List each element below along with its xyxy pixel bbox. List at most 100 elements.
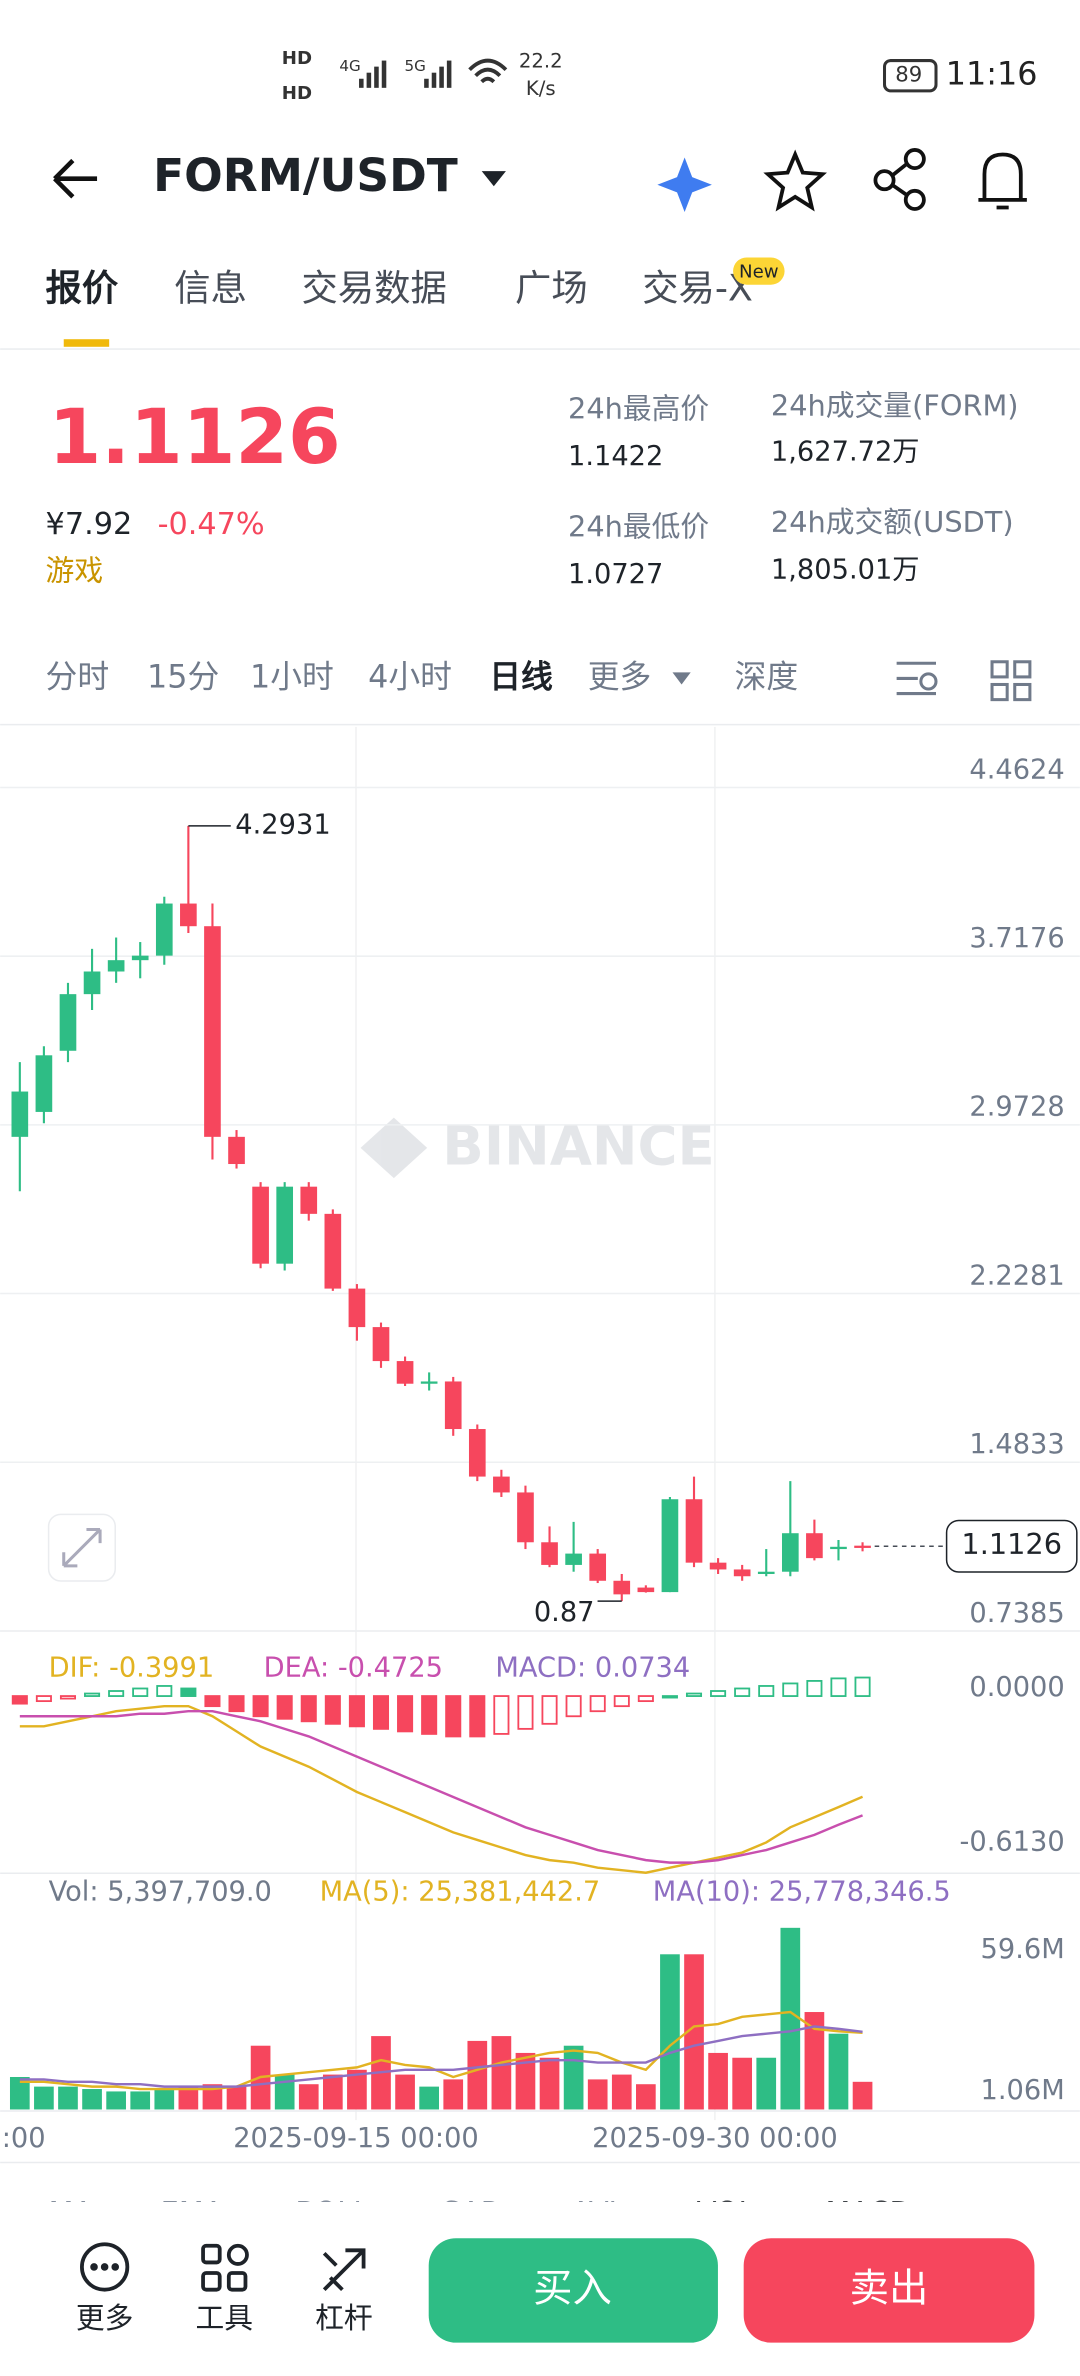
y-tick-label: 0.7385 — [969, 1598, 1064, 1629]
tab-bar: 报价 信息 交易数据 广场 交易-X — [46, 267, 753, 310]
volume-bar — [684, 1954, 704, 2110]
nav-label[interactable]: 杠杆 — [315, 2301, 373, 2335]
candle-body — [613, 1580, 631, 1595]
ma10-line — [19, 2025, 863, 2088]
volume-bar — [563, 2045, 584, 2110]
macd-bar — [204, 1695, 221, 1708]
macd-bar — [782, 1682, 799, 1697]
new-badge: New — [739, 262, 779, 283]
nav-label[interactable]: 工具 — [195, 2301, 253, 2335]
dif-line — [19, 1704, 864, 1874]
volume-bar — [708, 2052, 728, 2110]
macd-bar — [276, 1695, 293, 1720]
pair-title[interactable]: FORM/USDT — [153, 149, 458, 202]
volume-bar — [9, 2076, 30, 2110]
divider — [0, 723, 1080, 726]
macd-bar — [806, 1680, 823, 1697]
candle-body — [396, 1361, 414, 1384]
more-caret — [672, 672, 691, 685]
candle-body — [806, 1533, 823, 1559]
y-tick-label: 1.06M — [981, 2075, 1065, 2106]
interval[interactable]: 深度 — [735, 658, 799, 695]
candle-body — [155, 903, 173, 956]
more-dots — [90, 2263, 120, 2271]
net-label: 4G — [339, 57, 360, 75]
candle-body — [709, 1562, 727, 1570]
battery-level: 89 — [895, 62, 922, 87]
buy-label[interactable]: 买入 — [533, 2266, 612, 2312]
macd-bar — [565, 1695, 582, 1718]
volume-bar — [154, 2089, 175, 2110]
candle-body — [107, 960, 125, 972]
hd-label: HD — [282, 83, 312, 104]
candle-body — [517, 1492, 534, 1543]
chart-settings[interactable] — [896, 661, 938, 696]
interval[interactable]: 4小时 — [368, 658, 452, 695]
tab[interactable]: 信息 — [174, 267, 247, 310]
ai-button[interactable] — [657, 157, 712, 213]
interval[interactable]: 分时 — [46, 658, 110, 695]
tab[interactable]: 报价 — [46, 267, 119, 310]
stat-value: 1.1422 — [568, 441, 663, 472]
volume-bar — [130, 2091, 151, 2110]
candle-body — [444, 1381, 462, 1430]
sell-button[interactable] — [743, 2238, 1035, 2343]
clock: 11:16 — [946, 56, 1038, 93]
tab[interactable]: 交易数据 — [301, 267, 446, 310]
macd-bar — [637, 1695, 654, 1703]
favorite-button[interactable] — [763, 149, 827, 212]
macd-bar — [734, 1687, 751, 1697]
interval[interactable]: 15分 — [147, 658, 219, 695]
candle-body — [300, 1186, 318, 1214]
candle-body — [733, 1569, 751, 1577]
low-label: 0.87 — [534, 1597, 595, 1628]
candle-body — [854, 1545, 871, 1548]
buy-button[interactable] — [428, 2238, 718, 2343]
candle-body — [757, 1571, 775, 1574]
x-label: 31 00:00 — [0, 2123, 46, 2154]
macd-bar — [324, 1695, 341, 1725]
volume-bar — [539, 2057, 560, 2110]
macd-bar — [613, 1695, 630, 1708]
sell-label[interactable]: 卖出 — [850, 2266, 929, 2312]
volume-bar — [226, 2086, 247, 2110]
interval[interactable]: 日线 — [489, 658, 553, 695]
interval[interactable]: 更多 — [588, 658, 652, 695]
candle-body — [324, 1213, 342, 1289]
macd-bar — [854, 1676, 871, 1697]
macd-bar — [228, 1695, 245, 1713]
macd-bar — [252, 1695, 269, 1718]
candle-body — [252, 1186, 269, 1264]
category-tag[interactable]: 游戏 — [46, 553, 104, 587]
candle-body — [781, 1533, 799, 1572]
alert-button[interactable] — [978, 152, 1027, 210]
y-tick-label: 1.4833 — [969, 1429, 1064, 1460]
volume-legend: MA(5): 25,381,442.7 — [320, 1876, 601, 1907]
candle-body — [372, 1327, 390, 1362]
stat-label: 24h最高价 — [568, 391, 709, 425]
tab-indicator — [63, 339, 110, 347]
candle-body — [637, 1587, 655, 1593]
volume-bar — [804, 2012, 825, 2110]
macd-bar — [132, 1687, 149, 1697]
macd-bar — [300, 1695, 317, 1723]
share-button[interactable] — [873, 148, 926, 211]
volume-bar — [756, 2057, 777, 2110]
tab[interactable]: 广场 — [515, 267, 588, 310]
macd-bar — [445, 1695, 462, 1738]
nav-label[interactable]: 更多 — [76, 2301, 134, 2335]
candle-body — [685, 1499, 703, 1563]
candle-body — [204, 926, 221, 1137]
ma5-line — [19, 2010, 863, 2091]
volume-bar — [852, 2081, 873, 2110]
volume-bar — [732, 2057, 753, 2110]
dea-line — [19, 1709, 863, 1864]
pair-dropdown[interactable] — [481, 171, 506, 187]
macd-bar — [517, 1695, 534, 1730]
layout-button[interactable] — [990, 660, 1032, 702]
macd-legend: DEA: -0.4725 — [264, 1652, 443, 1683]
back-button[interactable] — [53, 158, 98, 199]
interval[interactable]: 1小时 — [250, 658, 334, 695]
